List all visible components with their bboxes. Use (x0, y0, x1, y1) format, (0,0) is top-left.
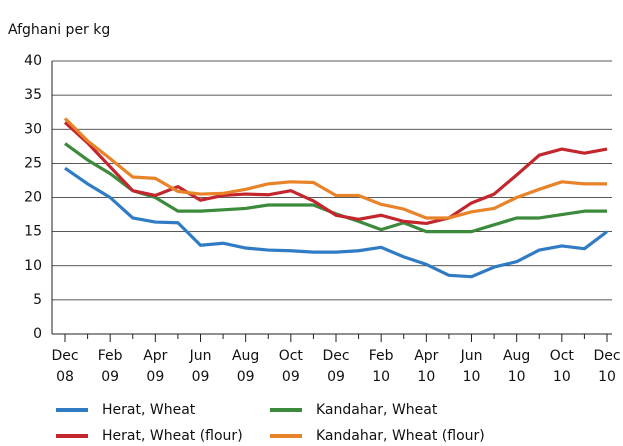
y-tick-label: 20 (24, 190, 42, 206)
y-axis-label: Afghani per kg (8, 22, 110, 38)
x-tick-year: 09 (146, 369, 164, 385)
x-tick-month: Jun (189, 348, 212, 364)
legend-label: Kandahar, Wheat (316, 402, 438, 418)
x-tick-label: Apr 10 (414, 348, 438, 385)
x-tick-month: Dec (593, 348, 620, 364)
x-tick-month: Feb (98, 348, 123, 364)
x-tick-label: Jun 09 (189, 348, 212, 385)
x-tick-month: Aug (232, 348, 259, 364)
x-tick-month: Apr (143, 348, 167, 364)
x-tick-label: Dec 08 (51, 348, 78, 385)
series-line (64, 166, 608, 279)
y-tick-label: 30 (24, 121, 42, 137)
x-tick-month: Dec (322, 348, 349, 364)
x-tick-label: Feb 10 (369, 348, 394, 385)
x-tick-label: Dec 10 (593, 348, 620, 385)
x-tick-label: Aug 09 (232, 348, 259, 385)
x-tick-label: Jun 10 (460, 348, 483, 385)
x-tick-label: Dec 09 (322, 348, 349, 385)
series-line (64, 142, 607, 234)
x-tick-month: Feb (369, 348, 394, 364)
x-tick-year: 10 (553, 369, 571, 385)
y-tick-label: 5 (33, 292, 42, 308)
x-tick-year: 09 (282, 369, 300, 385)
legend-label: Kandahar, Wheat (flour) (316, 428, 485, 444)
x-tick-month: Oct (279, 348, 304, 364)
x-tick-month: Oct (550, 348, 575, 364)
x-tick-month: Jun (460, 348, 483, 364)
x-tick-year: 09 (327, 369, 345, 385)
x-tick-year: 10 (508, 369, 526, 385)
y-tick-label: 15 (24, 224, 42, 240)
y-tick-label: 40 (24, 53, 42, 69)
x-tick-label: Oct 09 (279, 348, 304, 385)
x-tick-month: Aug (503, 348, 530, 364)
series-line (63, 121, 608, 226)
series-line (63, 117, 607, 220)
y-tick-label: 25 (24, 155, 42, 171)
x-tick-month: Dec (51, 348, 78, 364)
y-tick-label: 35 (24, 87, 42, 103)
x-tick-year: 10 (417, 369, 435, 385)
x-tick-label: Aug 10 (503, 348, 530, 385)
x-tick-year: 09 (237, 369, 255, 385)
legend-label: Herat, Wheat (flour) (102, 428, 243, 444)
y-tick-label: 10 (24, 258, 42, 274)
x-tick-year: 10 (463, 369, 481, 385)
x-tick-year: 10 (372, 369, 390, 385)
y-tick-label: 0 (33, 326, 42, 342)
x-tick-label: Apr 09 (143, 348, 167, 385)
legend-label: Herat, Wheat (102, 402, 196, 418)
x-tick-year: 09 (192, 369, 210, 385)
x-tick-month: Apr (414, 348, 438, 364)
x-tick-year: 09 (101, 369, 119, 385)
x-tick-year: 10 (598, 369, 616, 385)
x-tick-label: Feb 09 (98, 348, 123, 385)
x-tick-label: Oct 10 (550, 348, 575, 385)
x-tick-year: 08 (56, 369, 74, 385)
